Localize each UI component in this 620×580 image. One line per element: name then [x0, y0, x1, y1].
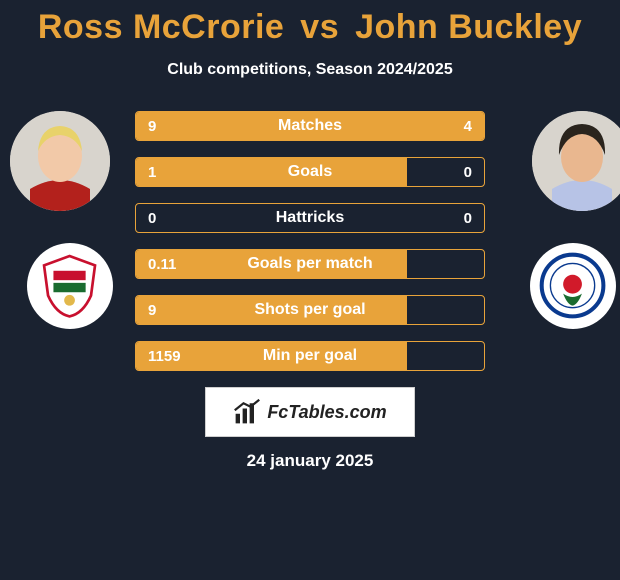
comparison-area: 94Matches 10Goals 00Hattricks 0.11Goals per…	[0, 111, 620, 381]
player-left-avatar	[10, 111, 110, 211]
stat-label: Goals per match	[136, 255, 484, 273]
brand-badge: FcTables.com	[205, 387, 415, 437]
subtitle: Club competitions, Season 2024/2025	[0, 61, 620, 79]
avatar-left-icon	[10, 111, 110, 211]
stat-row: 94Matches	[135, 111, 485, 141]
brand-chart-icon	[233, 398, 261, 426]
avatar-right-icon	[532, 111, 620, 211]
club-left-icon	[36, 252, 103, 319]
stat-row: 1159Min per goal	[135, 341, 485, 371]
page-title: Ross McCrorie vs John Buckley	[0, 0, 620, 47]
stat-row: 9Shots per goal	[135, 295, 485, 325]
title-vs: vs	[294, 8, 345, 46]
player-right-avatar	[532, 111, 620, 211]
brand-text: FcTables.com	[267, 402, 386, 423]
player-left-name: Ross McCrorie	[38, 8, 284, 46]
player-right-name: John Buckley	[355, 8, 582, 46]
club-right-icon	[539, 252, 606, 319]
stat-label: Hattricks	[136, 209, 484, 227]
club-left-badge	[27, 243, 113, 329]
stat-row: 00Hattricks	[135, 203, 485, 233]
stat-row: 0.11Goals per match	[135, 249, 485, 279]
stat-row: 10Goals	[135, 157, 485, 187]
stat-label: Min per goal	[136, 347, 484, 365]
stat-label: Goals	[136, 163, 484, 181]
snapshot-date: 24 january 2025	[0, 451, 620, 471]
stat-bars: 94Matches 10Goals 00Hattricks 0.11Goals per…	[135, 111, 485, 387]
stat-label: Matches	[136, 117, 484, 135]
club-right-badge	[530, 243, 616, 329]
stat-label: Shots per goal	[136, 301, 484, 319]
